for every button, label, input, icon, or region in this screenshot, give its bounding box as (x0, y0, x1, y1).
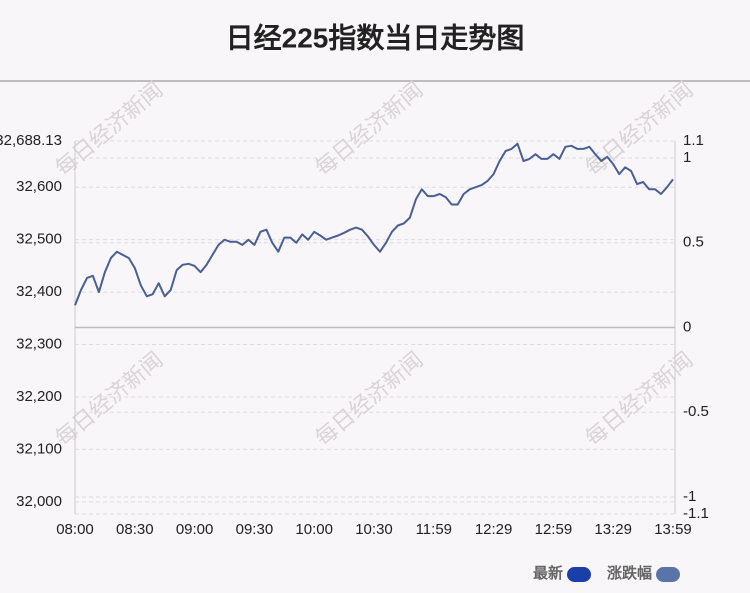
legend-swatch (567, 567, 592, 582)
y2-tick-label: 0.5 (683, 234, 704, 251)
y-tick-label: 32,000 (16, 493, 62, 510)
y-tick-label: 32,100 (16, 440, 62, 457)
legend-label: 最新 (533, 564, 563, 582)
y2-tick-label: 1.1 (683, 132, 704, 149)
legend-label: 涨跌幅 (607, 564, 652, 582)
x-tick-label: 09:30 (236, 521, 274, 538)
x-tick-label: 13:59 (654, 521, 692, 538)
y-tick-label: 32,400 (16, 283, 62, 300)
legend-swatch (656, 567, 681, 582)
y2-tick-label: 0 (683, 318, 691, 335)
y-tick-label: 32,688.13 (0, 132, 62, 149)
y-tick-label: 32,300 (16, 336, 62, 353)
x-tick-label: 12:29 (475, 521, 513, 538)
x-tick-label: 11:59 (416, 521, 452, 538)
x-tick-label: 08:00 (56, 521, 94, 538)
x-tick-label: 10:30 (355, 521, 393, 538)
y2-tick-label: -0.5 (683, 403, 709, 420)
x-tick-label: 09:00 (176, 521, 214, 538)
price-line (74, 142, 674, 306)
x-tick-label: 10:00 (295, 521, 333, 538)
y2-tick-label: -1 (683, 488, 696, 505)
x-tick-label: 13:29 (594, 521, 632, 538)
x-tick-label: 12:59 (535, 521, 573, 538)
y2-tick-label: 1 (683, 149, 691, 166)
chart-title: 日经225指数当日走势图 (226, 21, 525, 53)
y2-tick-label: -1.1 (683, 505, 709, 522)
y-tick-label: 32,200 (16, 388, 62, 405)
y-tick-label: 32,500 (16, 231, 62, 248)
x-tick-label: 08:30 (116, 521, 154, 538)
y-tick-label: 32,600 (16, 178, 62, 195)
